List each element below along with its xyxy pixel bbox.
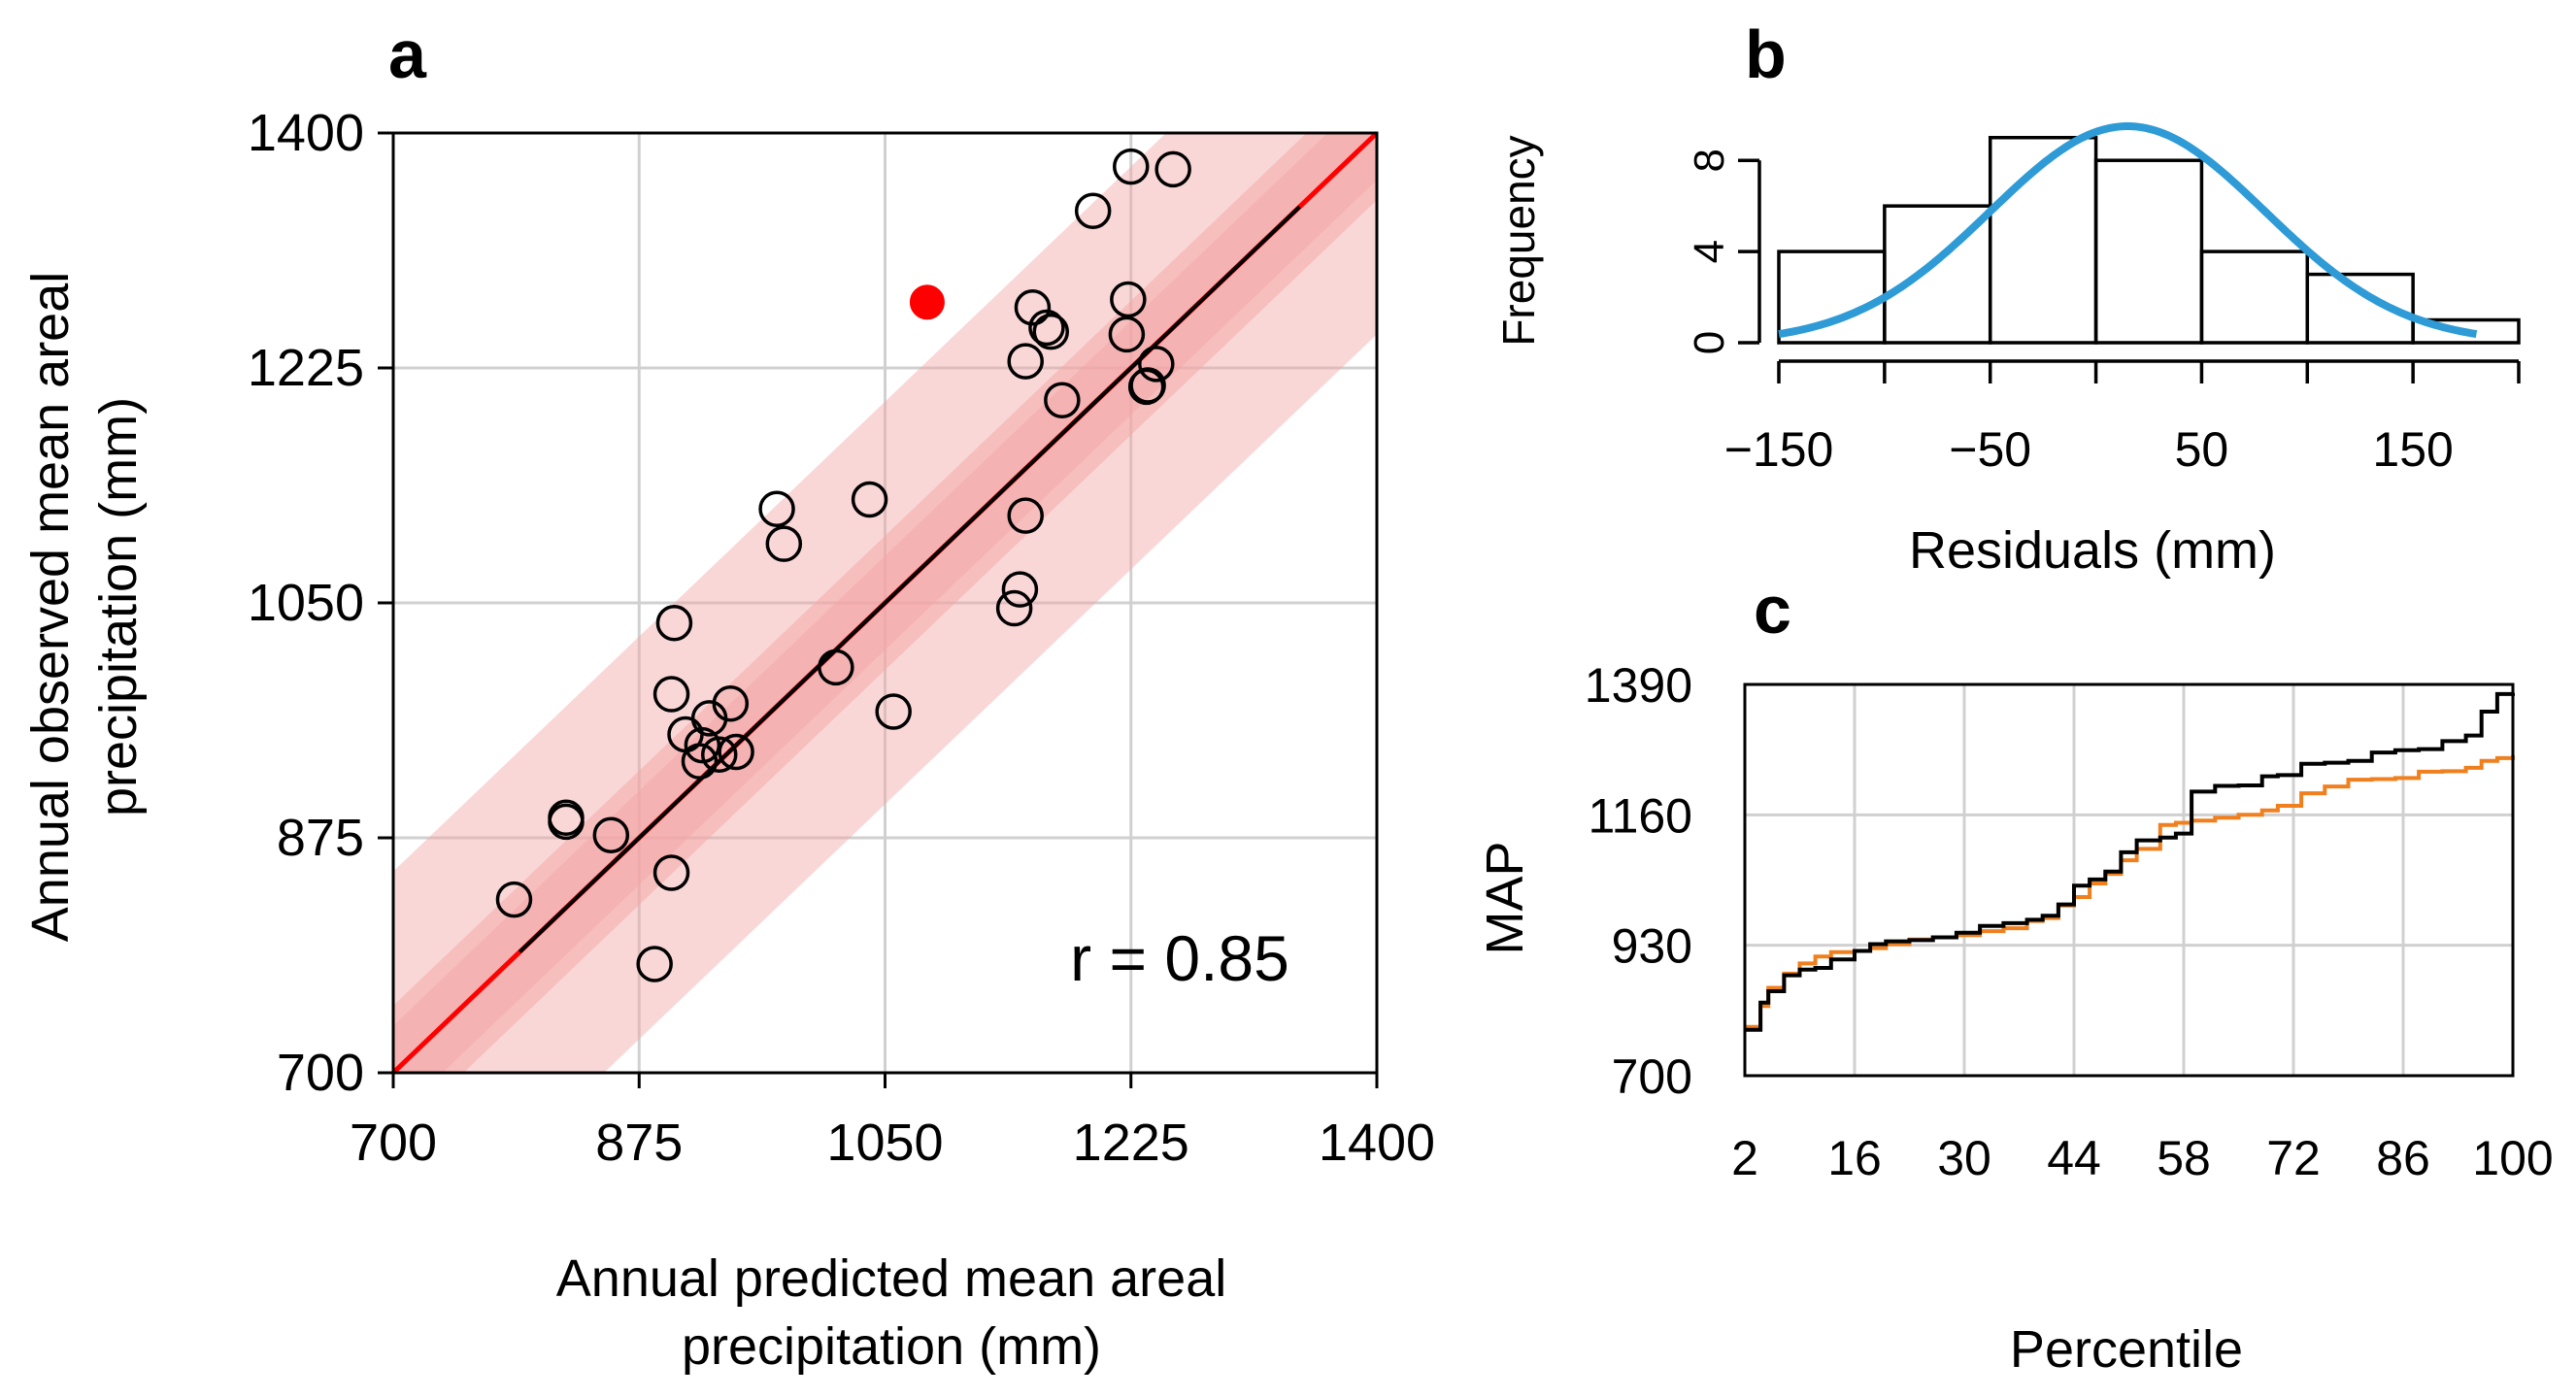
line-panel-c: 2 16 30 44 58 72 86 100 700 930 1160 1390 Percentil…: [1476, 658, 2554, 1379]
panel-b-ytick-label: 8: [1686, 149, 1733, 172]
panel-c-ytick-label: 930: [1612, 919, 1692, 974]
panel-a-data-point: [652, 854, 690, 891]
panel-a-data-point: [655, 604, 693, 642]
panel-c-series-predicted: [1745, 755, 2515, 1029]
panel-a-fit-line-black: [518, 205, 1301, 953]
panel-b-bars: [1777, 135, 2521, 345]
panel-a-data-point: [875, 693, 912, 730]
panel-a-xlabel-line2: precipitation (mm): [682, 1317, 1101, 1376]
panel-a-ytick-label: 1225: [248, 339, 364, 397]
panel-a-highlight-point: [909, 284, 945, 320]
panel-b-ticks: −150 −50 50 150 0 4 8: [1686, 149, 2521, 477]
correlation-annotation: r = 0.85: [1070, 922, 1289, 994]
panel-b-histogram-bar: [2093, 158, 2204, 345]
panel-a-data-point: [851, 481, 888, 518]
panel-b-normal-curve: [1778, 122, 2478, 339]
panel-a-data-point: [1007, 343, 1044, 380]
panel-a-data-point: [652, 676, 690, 713]
panel-c-xtick-label: 100: [2472, 1131, 2553, 1185]
panel-a-data-point: [765, 525, 803, 562]
panel-a-data-point: [1028, 309, 1065, 347]
panel-a-ytick-label: 1400: [248, 104, 364, 162]
panel-b-axes: [1757, 160, 2519, 363]
panel-a-ytick-label: 1050: [248, 574, 364, 632]
panel-b-ytick-label: 0: [1686, 331, 1733, 354]
panel-c-xtick-label: 30: [1937, 1131, 1991, 1185]
panel-c-ticks: 2 16 30 44 58 72 86 100 700 930 1160 1390: [1585, 658, 2554, 1185]
panel-a-data-point: [718, 733, 754, 771]
panel-c-xlabel: Percentile: [2010, 1320, 2243, 1379]
panel-b-ytick-label: 4: [1686, 240, 1733, 263]
panel-a-data-point: [818, 649, 854, 686]
panel-c-xtick-label: 86: [2376, 1131, 2430, 1185]
panel-a-ylabel-line1: Annual observed mean areal: [21, 272, 80, 942]
panel-b-xlabel: Residuals (mm): [1909, 521, 2276, 580]
scatter-panel-a: 700 875 1050 1225 1400 700 875 1050 1225 1400 r =…: [21, 104, 1435, 1376]
panel-a-data-point: [1014, 289, 1052, 326]
panel-label-a: a: [388, 17, 427, 92]
panel-a-ytick-label: 700: [277, 1044, 364, 1102]
panel-b-xtick-label: −50: [1949, 422, 2031, 477]
panel-a-xtick-label: 875: [595, 1114, 683, 1172]
panel-a-points: [495, 148, 1191, 982]
panel-c-ytick-label: 700: [1612, 1049, 1692, 1104]
panel-a-data-point: [1108, 316, 1146, 353]
panel-b-histogram-bar: [2411, 317, 2521, 345]
panel-c-ytick-label: 1390: [1585, 658, 1692, 713]
panel-label-c: c: [1754, 572, 1791, 648]
panel-a-data-point: [700, 736, 738, 774]
panel-b-xtick-label: 50: [2175, 422, 2229, 477]
panel-b-histogram-bar: [2305, 272, 2415, 345]
panel-a-data-point: [995, 589, 1033, 627]
panel-c-axes: [1743, 682, 2515, 1078]
panel-a-xtick-label: 700: [350, 1114, 437, 1172]
panel-a-ytick-label: 875: [277, 809, 364, 867]
panel-c-xtick-label: 58: [2157, 1131, 2211, 1185]
panel-a-ticks: 700 875 1050 1225 1400 700 875 1050 1225 1400: [248, 104, 1435, 1172]
panel-a-data-point: [1110, 281, 1147, 318]
panel-a-data-point: [1007, 497, 1044, 534]
panel-a-fit-lines: [391, 131, 1379, 1075]
panel-c-ytick-label: 1160: [1588, 788, 1692, 843]
panel-a-data-point: [1154, 150, 1191, 188]
panel-a-data-point: [1113, 148, 1150, 185]
panel-a-data-point: [684, 726, 721, 764]
panel-c-xtick-label: 2: [1731, 1131, 1758, 1185]
histogram-panel-b: −150 −50 50 150 0 4 8 Residuals (mm) Frequency: [1493, 122, 2521, 580]
panel-c-xtick-label: 44: [2047, 1131, 2101, 1185]
panel-a-data-point: [1044, 382, 1081, 418]
panel-a-data-point: [1127, 368, 1165, 406]
panel-a-data-point: [1138, 346, 1175, 383]
panel-a-data-point: [1001, 571, 1039, 608]
panel-b-histogram-bar: [2199, 250, 2310, 345]
panel-b-xtick-label: −150: [1724, 422, 1834, 477]
panel-c-grid: [1745, 684, 2513, 1076]
panel-a-ylabel-line2: precipitation (mm): [89, 397, 148, 816]
panel-a-data-point: [758, 490, 795, 527]
panel-c-frame: [1743, 682, 2515, 1078]
panel-c-xtick-label: 72: [2266, 1131, 2321, 1185]
panel-a-xlabel-line1: Annual predicted mean areal: [556, 1249, 1226, 1308]
panel-b-ylabel: Frequency: [1493, 135, 1544, 346]
panel-a-data-point: [681, 743, 719, 780]
panel-a-xtick-label: 1225: [1073, 1114, 1189, 1172]
panel-a-data-point: [592, 816, 630, 853]
panel-a-data-point: [636, 946, 673, 982]
panel-a-xtick-label: 1400: [1319, 1114, 1435, 1172]
panel-a-data-point: [1074, 192, 1112, 229]
panel-a-data-point: [495, 881, 533, 918]
panel-c-ylabel: MAP: [1476, 841, 1534, 954]
panel-c-series-observed: [1745, 691, 2515, 1032]
panel-b-xtick-label: 150: [2372, 422, 2453, 477]
panel-a-data-point: [548, 803, 585, 841]
panel-label-b: b: [1745, 17, 1787, 92]
panel-a-xtick-label: 1050: [826, 1114, 943, 1172]
panel-c-xtick-label: 16: [1827, 1131, 1882, 1185]
panel-a-data-point: [1032, 313, 1070, 350]
